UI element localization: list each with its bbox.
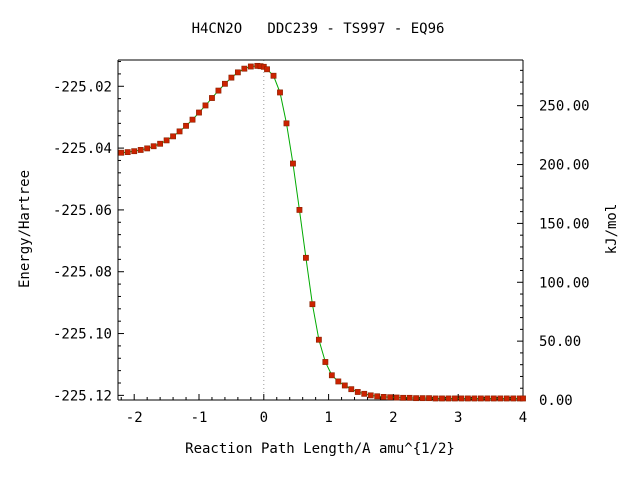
- data-point: [497, 395, 504, 402]
- y2-tick-label: 0.00: [539, 393, 573, 409]
- data-point: [137, 147, 144, 153]
- data-point: [432, 395, 439, 402]
- x-tick-label: 0: [260, 410, 268, 426]
- data-point: [118, 149, 125, 156]
- data-point: [367, 392, 374, 399]
- y-tick-label: -225.08: [53, 265, 112, 281]
- data-point: [520, 395, 526, 402]
- x-tick-label: 4: [519, 410, 527, 426]
- data-point: [465, 395, 471, 402]
- data-point: [341, 382, 348, 389]
- data-point: [471, 395, 478, 402]
- x-tick-label: 3: [454, 410, 462, 426]
- y-tick-label: -225.06: [53, 203, 112, 219]
- data-point: [283, 120, 290, 127]
- data-point: [131, 148, 138, 155]
- data-point: [150, 143, 157, 150]
- tick-labels: -2 -1 0 1 2 3 4 -225.02 -225.04 -225.06 -225.08 -22…: [53, 79, 590, 426]
- data-point: [503, 395, 510, 402]
- y2-tick-label: 150.00: [539, 216, 590, 232]
- data-point: [322, 359, 329, 365]
- data-point: [400, 394, 407, 401]
- data-point: [277, 89, 283, 96]
- data-point: [241, 65, 248, 72]
- data-point: [183, 122, 189, 129]
- data-point: [222, 80, 228, 87]
- data-point: [144, 145, 151, 152]
- data-point: [445, 395, 452, 402]
- chart-title: H4CN2O DDC239 - TS997 - EQ96: [192, 21, 445, 37]
- x-tick-label: 1: [324, 410, 332, 426]
- axes: [117, 59, 524, 401]
- data-point: [406, 394, 413, 401]
- data-point: [393, 394, 400, 401]
- data-point: [335, 378, 342, 385]
- y-axis-label: Energy/Hartree: [17, 170, 33, 288]
- data-point: [215, 87, 222, 94]
- data-point: [202, 102, 209, 109]
- data-point: [309, 301, 316, 308]
- x-tick-label: -2: [126, 410, 143, 426]
- y2-axis-label: kJ/mol: [604, 204, 620, 255]
- data-point: [247, 63, 254, 70]
- y-tick-label: -225.04: [53, 141, 112, 157]
- data-point: [348, 386, 355, 393]
- energy-curve: [121, 65, 523, 399]
- data-point: [452, 395, 458, 402]
- data-point: [374, 393, 381, 400]
- data-point: [270, 72, 277, 79]
- x-tick-label: -1: [191, 410, 208, 426]
- data-point: [176, 128, 183, 135]
- data-point: [458, 395, 465, 402]
- data-point: [170, 133, 176, 140]
- y2-tick-label: 100.00: [539, 275, 590, 291]
- data-point: [124, 149, 131, 156]
- data-point: [296, 207, 303, 213]
- data-point: [413, 395, 419, 402]
- data-point: [477, 395, 484, 402]
- data-point: [484, 395, 491, 402]
- data-point: [157, 140, 164, 147]
- data-point: [328, 372, 335, 379]
- data-point: [387, 394, 394, 401]
- x-tick-label: 2: [389, 410, 397, 426]
- data-point: [163, 137, 170, 144]
- data-point: [264, 66, 270, 73]
- data-point: [510, 395, 517, 402]
- data-point: [228, 74, 235, 81]
- data-point: [209, 95, 215, 101]
- y2-tick-label: 200.00: [539, 158, 590, 174]
- data-point: [361, 390, 368, 397]
- y2-tick-label: 250.00: [539, 99, 590, 115]
- data-point: [290, 160, 296, 167]
- tick-marks: [118, 61, 524, 401]
- y-tick-label: -225.12: [53, 388, 112, 404]
- data-point: [439, 395, 445, 402]
- data-point: [196, 109, 202, 116]
- data-point: [380, 394, 387, 400]
- data-point: [189, 116, 196, 123]
- data-point: [303, 254, 309, 261]
- y-tick-label: -225.02: [53, 79, 112, 95]
- series-energy: [118, 62, 526, 402]
- data-point: [426, 395, 432, 402]
- y2-tick-label: 50.00: [539, 334, 581, 350]
- data-point: [490, 395, 497, 402]
- data-point: [419, 395, 426, 402]
- x-axis-label: Reaction Path Length/A amu^{1/2}: [185, 441, 455, 457]
- data-point: [234, 69, 241, 76]
- y-tick-label: -225.10: [53, 327, 112, 343]
- data-point: [354, 389, 361, 395]
- data-point: [315, 336, 322, 343]
